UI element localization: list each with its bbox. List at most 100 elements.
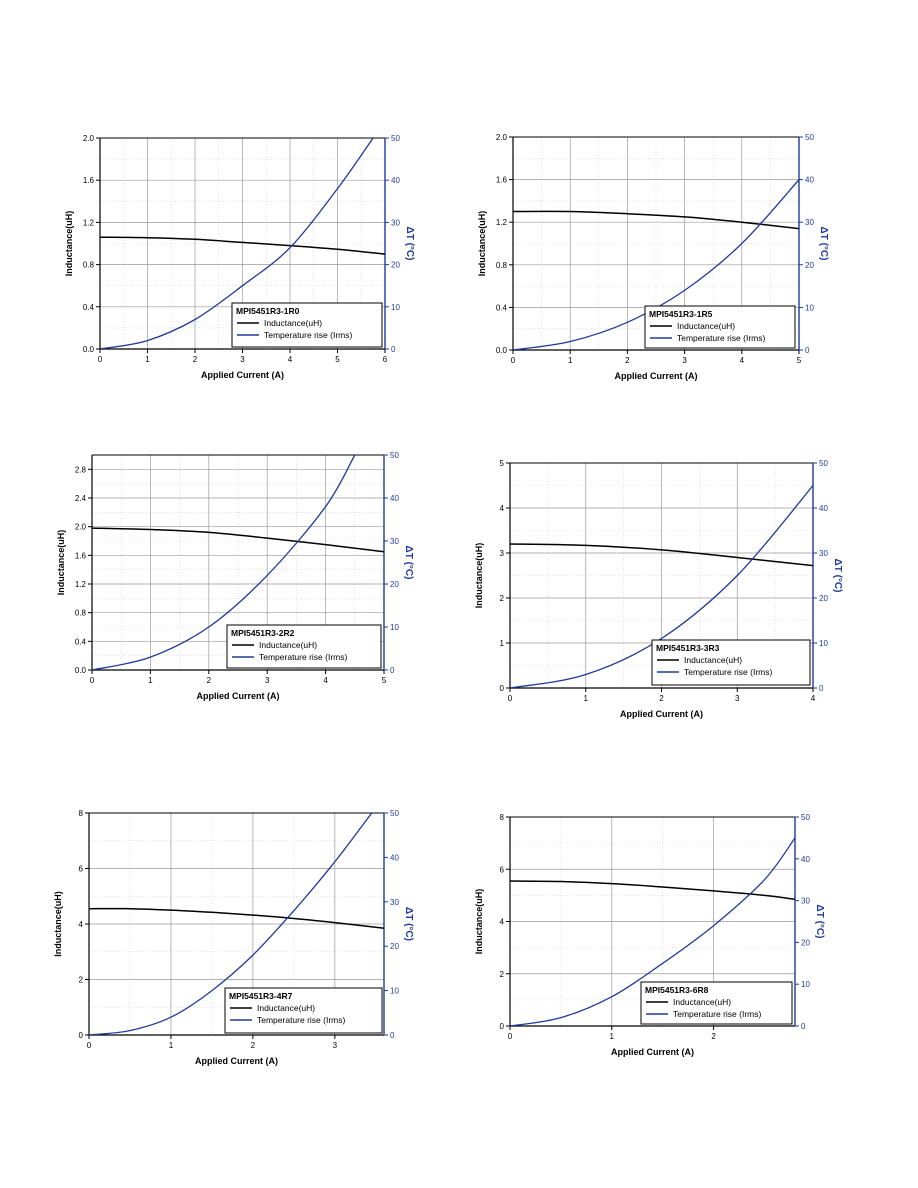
y2-tick-label: 20 (390, 942, 399, 951)
legend-label: Inductance(uH) (673, 997, 731, 1007)
y-tick-label: 0.0 (75, 666, 87, 675)
y-tick-label: 2.0 (83, 134, 95, 143)
y-axis-label: Inductance(uH) (53, 891, 63, 957)
y2-tick-label: 0 (805, 346, 810, 355)
x-tick-label: 1 (610, 1032, 615, 1041)
legend-label: Inductance(uH) (259, 640, 317, 650)
x-tick-label: 5 (382, 676, 387, 685)
y-tick-label: 0 (500, 684, 505, 693)
y2-axis-label: ΔT (°C) (404, 227, 415, 261)
legend-title: MPI5451R3-1R5 (649, 309, 713, 319)
y-tick-label: 2.0 (75, 523, 87, 532)
legend-label: Inductance(uH) (684, 655, 742, 665)
x-axis-label: Applied Current (A) (197, 691, 280, 701)
y2-tick-label: 10 (391, 303, 400, 312)
y2-tick-label: 30 (391, 218, 400, 227)
legend-box (651, 639, 811, 686)
y-tick-label: 3 (500, 549, 505, 558)
y2-tick-label: 50 (391, 134, 400, 143)
x-axis-label: Applied Current (A) (615, 371, 698, 381)
legend: MPI5451R3-4R7 Inductance(uH) Temperature r… (224, 987, 383, 1034)
y2-tick-label: 10 (801, 980, 810, 989)
y2-tick-label: 30 (390, 537, 399, 546)
y2-axis-label: ΔT (°C) (832, 559, 843, 593)
y2-tick-label: 0 (390, 1031, 395, 1040)
y-axis-label: Inductance(uH) (477, 211, 487, 277)
inductance-line (510, 880, 795, 901)
x-tick-label: 1 (145, 355, 150, 364)
y-tick-label: 1 (500, 639, 505, 648)
y2-tick-label: 10 (390, 987, 399, 996)
y-tick-label: 4 (79, 920, 84, 929)
x-tick-label: 1 (584, 694, 589, 703)
inductance-line (513, 210, 799, 230)
x-tick-label: 3 (333, 1041, 338, 1050)
x-tick-label: 4 (323, 676, 328, 685)
y2-axis-label: ΔT (°C) (818, 227, 829, 261)
x-tick-label: 2 (711, 1032, 716, 1041)
x-tick-label: 3 (682, 356, 687, 365)
legend-label: Temperature rise (Irms) (677, 333, 765, 343)
x-tick-label: 0 (98, 355, 103, 364)
y-tick-label: 0.4 (496, 303, 508, 312)
x-tick-label: 1 (148, 676, 153, 685)
x-tick-label: 3 (240, 355, 245, 364)
legend-label: Temperature rise (Irms) (257, 1015, 345, 1025)
y-tick-label: 8 (500, 813, 505, 822)
y2-tick-label: 40 (805, 176, 814, 185)
y-tick-label: 2.0 (496, 133, 508, 142)
y2-tick-label: 20 (390, 580, 399, 589)
y-tick-label: 0.4 (75, 637, 87, 646)
x-tick-label: 1 (169, 1041, 174, 1050)
legend-label: Temperature rise (Irms) (684, 667, 772, 677)
temperature-line (89, 813, 373, 1035)
y2-axis-label: ΔT (°C) (814, 905, 825, 939)
y2-tick-label: 30 (819, 549, 828, 558)
x-tick-label: 3 (735, 694, 740, 703)
inductance-line (92, 527, 384, 553)
x-tick-label: 3 (265, 676, 270, 685)
legend-title: MPI5451R3-3R3 (656, 643, 720, 653)
y2-tick-label: 50 (819, 459, 828, 468)
y2-tick-label: 50 (390, 809, 399, 818)
y2-tick-label: 40 (391, 176, 400, 185)
y-axis-label: Inductance(uH) (474, 543, 484, 609)
x-tick-label: 5 (335, 355, 340, 364)
y-tick-label: 8 (79, 809, 84, 818)
x-tick-label: 5 (797, 356, 802, 365)
y-tick-label: 2.4 (75, 494, 87, 503)
y-tick-label: 1.2 (83, 218, 95, 227)
y2-tick-label: 30 (801, 897, 810, 906)
legend-box (640, 981, 793, 1025)
y-tick-label: 0.8 (83, 261, 95, 270)
y2-tick-label: 30 (805, 218, 814, 227)
y2-tick-label: 0 (801, 1022, 806, 1031)
temperature-line (510, 485, 813, 688)
y-tick-label: 1.6 (496, 176, 508, 185)
y2-axis-label: ΔT (°C) (403, 546, 414, 580)
legend: MPI5451R3-2R2 Inductance(uH) Temperature r… (226, 624, 382, 669)
x-axis-label: Applied Current (A) (620, 709, 703, 719)
x-tick-label: 0 (508, 1032, 513, 1041)
y2-tick-label: 30 (390, 898, 399, 907)
y-tick-label: 4 (500, 918, 505, 927)
x-tick-label: 6 (383, 355, 388, 364)
x-tick-label: 2 (207, 676, 212, 685)
y-tick-label: 1.6 (83, 176, 95, 185)
y-tick-label: 2 (500, 970, 505, 979)
legend-title: MPI5451R3-4R7 (229, 991, 293, 1001)
x-tick-label: 0 (511, 356, 516, 365)
legend: MPI5451R3-1R5 Inductance(uH) Temperature r… (644, 305, 796, 349)
y2-tick-label: 20 (819, 594, 828, 603)
x-axis-label: Applied Current (A) (195, 1056, 278, 1066)
y2-axis-label: ΔT (°C) (403, 907, 414, 941)
legend-label: Temperature rise (Irms) (673, 1009, 761, 1019)
x-tick-label: 4 (740, 356, 745, 365)
temperature-line (100, 138, 374, 349)
legend-box (226, 624, 382, 669)
x-tick-label: 2 (659, 694, 664, 703)
temperature-line (513, 179, 799, 350)
x-tick-label: 2 (251, 1041, 256, 1050)
